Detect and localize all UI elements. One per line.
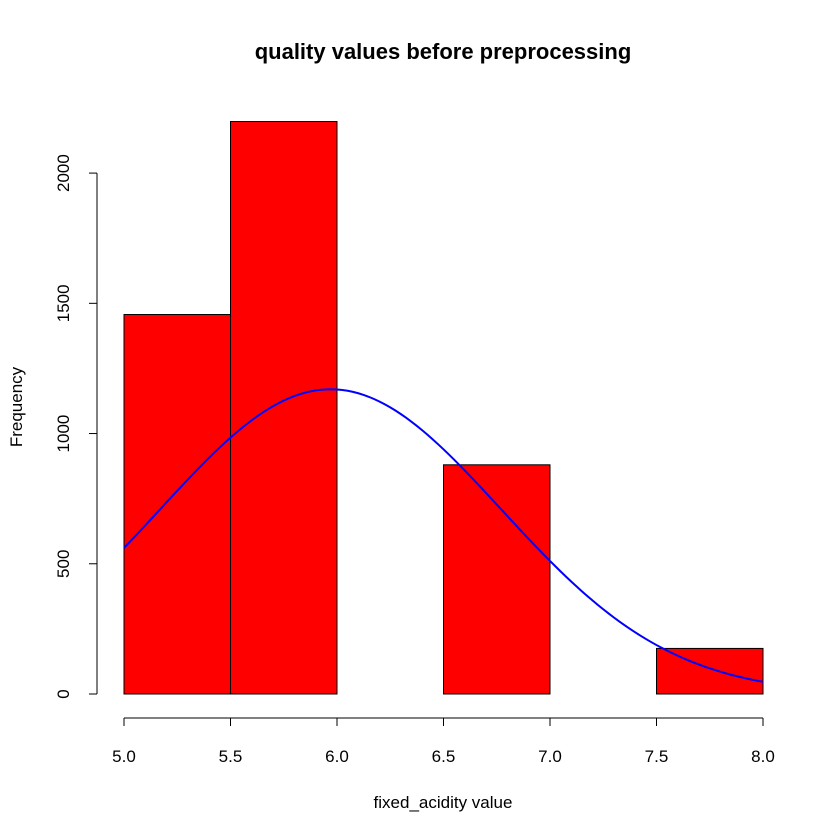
- x-tick-label-1: 5.5: [219, 747, 243, 766]
- y-tick-label-3: 1500: [54, 284, 73, 322]
- x-axis: 5.0 5.5 6.0 6.5 7.0 7.5 8.0: [112, 717, 775, 766]
- x-tick-label-4: 7.0: [538, 747, 562, 766]
- histogram-bar-0: [123, 314, 231, 695]
- x-tick-label-2: 6.0: [325, 747, 349, 766]
- chart-title: quality values before preprocessing: [255, 39, 632, 64]
- y-tick-label-0: 0: [54, 689, 73, 698]
- bars-group: [123, 121, 764, 695]
- x-tick-label-0: 5.0: [112, 747, 136, 766]
- histogram-bar-1: [230, 121, 338, 695]
- normal-density-curve: [123, 388, 764, 683]
- x-tick-label-6: 8.0: [751, 747, 775, 766]
- y-tick-label-2: 1000: [54, 415, 73, 453]
- y-axis-label: Frequency: [7, 366, 26, 447]
- y-axis: 0 500 1000 1500 2000: [54, 154, 98, 699]
- x-axis-label: fixed_acidity value: [374, 793, 513, 812]
- histogram-bar-5: [656, 647, 764, 695]
- y-tick-label-4: 2000: [54, 154, 73, 192]
- x-tick-label-3: 6.5: [432, 747, 456, 766]
- y-tick-label-1: 500: [54, 550, 73, 578]
- histogram-bar-3: [443, 464, 551, 695]
- x-tick-label-5: 7.5: [645, 747, 669, 766]
